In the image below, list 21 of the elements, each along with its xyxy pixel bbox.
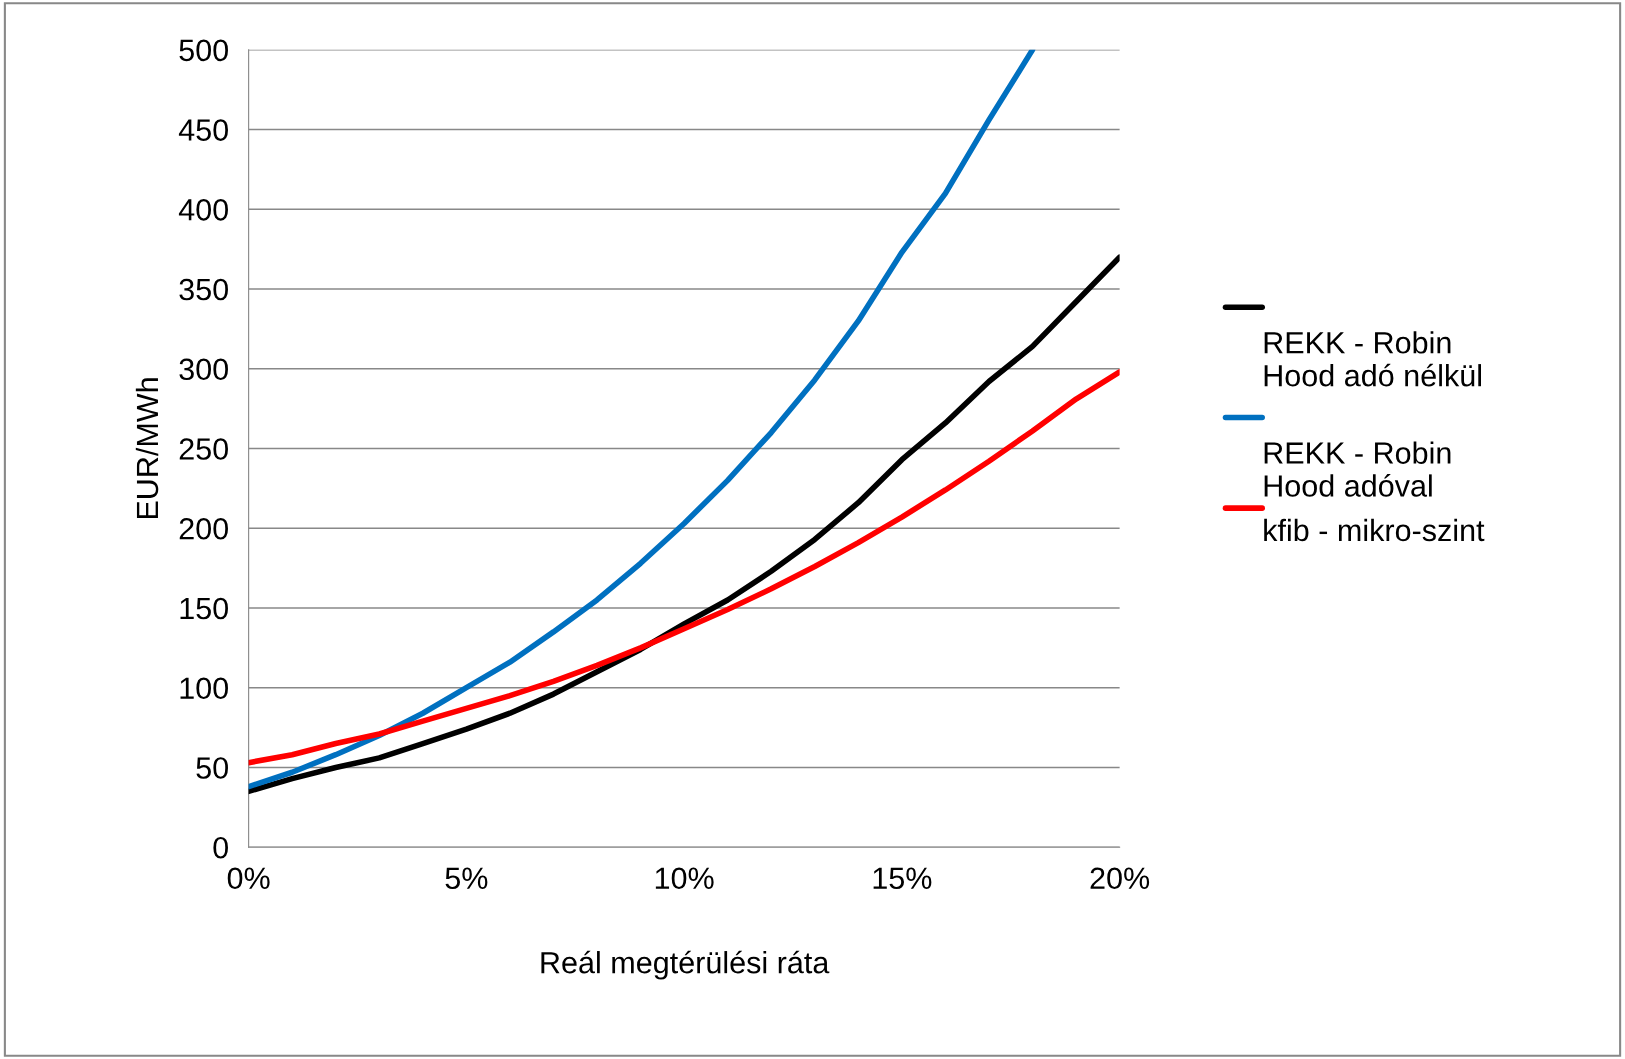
- y-tick-label: 100: [180, 677, 228, 700]
- x-tick-label: 10%: [655, 867, 714, 890]
- y-tick-label: 50: [196, 757, 228, 779]
- y-tick-label: 450: [178, 119, 228, 141]
- legend-label: kfib - mikro-szint: [1264, 518, 1485, 542]
- y-tick-label: 200: [179, 517, 228, 540]
- y-tick-label: 150: [180, 597, 228, 620]
- y-tick-label: 400: [178, 198, 228, 221]
- y-axis-title: EUR/MWh: [135, 378, 159, 519]
- y-tick-label: 300: [179, 358, 228, 381]
- x-tick-label: 15%: [873, 867, 932, 890]
- x-tick-label: 20%: [1090, 867, 1150, 890]
- legend-label: REKK - Robin Hood adóval: [1264, 441, 1451, 497]
- y-tick-label: 350: [179, 278, 228, 301]
- x-tick-label: 0%: [227, 867, 270, 890]
- x-tick-label: 5%: [445, 867, 488, 890]
- y-tick-label: 250: [179, 438, 228, 460]
- y-tick-label: 500: [179, 39, 228, 62]
- legend-label: REKK - Robin Hood adó nélkül: [1264, 331, 1481, 387]
- y-tick-label: 0: [213, 836, 228, 859]
- x-axis-title: Reál megtérülési ráta: [541, 950, 830, 980]
